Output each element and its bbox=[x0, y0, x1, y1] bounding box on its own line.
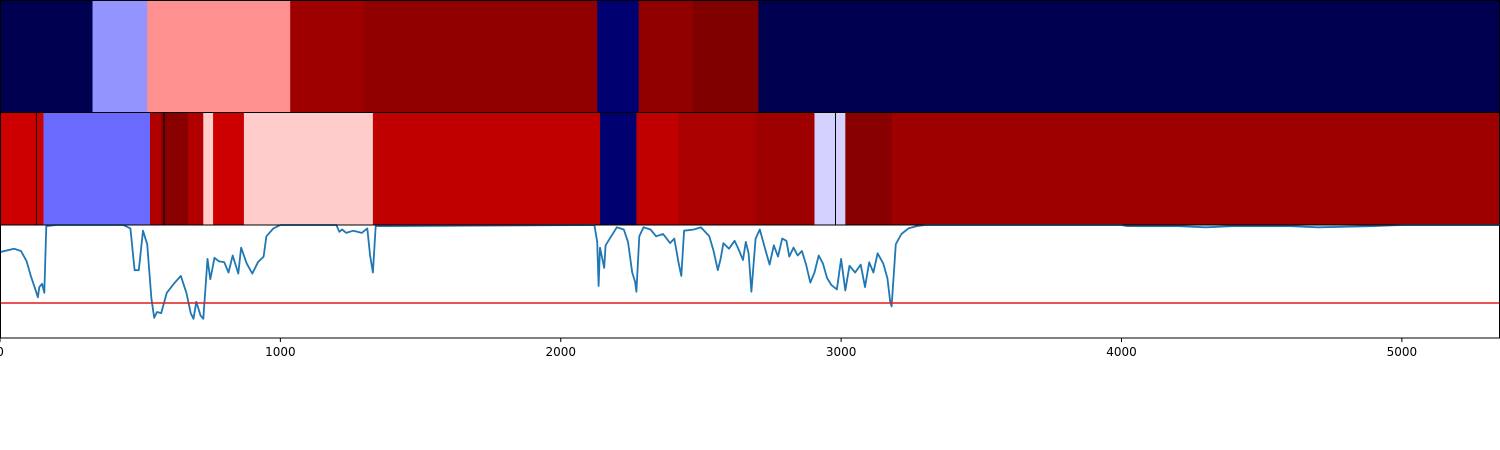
heatmap-segment bbox=[638, 1, 694, 112]
heatmap-row-middle bbox=[0, 112, 1500, 226]
heatmap-segment bbox=[43, 113, 151, 225]
heatmap-segment bbox=[0, 113, 44, 225]
heatmap-segment bbox=[755, 113, 815, 225]
heatmap-segment bbox=[213, 113, 245, 225]
heatmap-segment bbox=[692, 1, 759, 112]
heatmap-segment bbox=[758, 1, 1500, 112]
heatmap-segment bbox=[814, 113, 846, 225]
series-line bbox=[0, 224, 1500, 320]
x-tick-label: 2000 bbox=[545, 345, 576, 359]
heatmap-row-top bbox=[0, 0, 1500, 113]
heatmap-segment bbox=[187, 113, 204, 225]
x-tick-label: 5000 bbox=[1387, 345, 1418, 359]
x-tick-label: 0 bbox=[0, 345, 4, 359]
heatmap-segment bbox=[364, 1, 598, 112]
heatmap-segment bbox=[891, 113, 1500, 225]
heatmap-segment bbox=[636, 113, 680, 225]
heatmap-segment bbox=[0, 1, 94, 112]
line-panel bbox=[0, 224, 1500, 339]
heatmap-segment bbox=[243, 113, 374, 225]
heatmap-segment bbox=[203, 113, 214, 225]
x-tick-label: 4000 bbox=[1106, 345, 1137, 359]
heatmap-segment bbox=[147, 1, 291, 112]
heatmap-segment bbox=[290, 1, 365, 112]
heatmap-segment bbox=[372, 113, 601, 225]
heatmap-segment bbox=[678, 113, 757, 225]
heatmap-segment bbox=[597, 1, 640, 112]
heatmap-segment bbox=[845, 113, 893, 225]
x-tick-label: 3000 bbox=[826, 345, 857, 359]
heatmap-segment bbox=[150, 113, 162, 225]
heatmap-segment bbox=[161, 113, 189, 225]
x-tick-label: 1000 bbox=[265, 345, 296, 359]
heatmap-segment bbox=[600, 113, 637, 225]
x-axis: 0 1000 2000 3000 4000 5000 bbox=[0, 338, 1417, 359]
heatmap-segment bbox=[92, 1, 148, 112]
